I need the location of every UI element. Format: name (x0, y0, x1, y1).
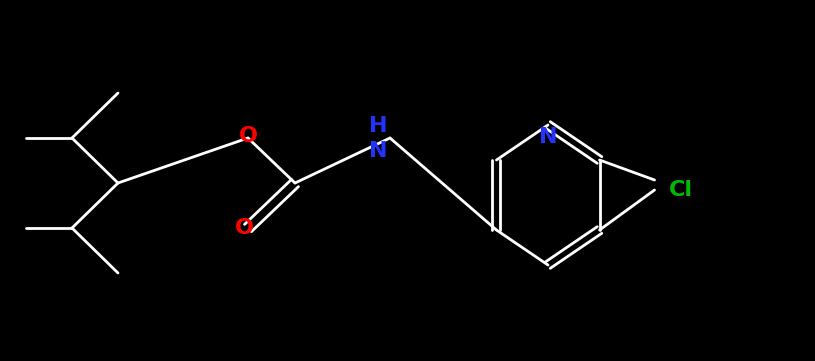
Text: O: O (239, 126, 258, 146)
Text: O: O (235, 218, 253, 238)
Text: Cl: Cl (668, 180, 693, 200)
Text: H: H (368, 116, 387, 136)
Text: N: N (539, 127, 557, 147)
Text: N: N (368, 141, 387, 161)
